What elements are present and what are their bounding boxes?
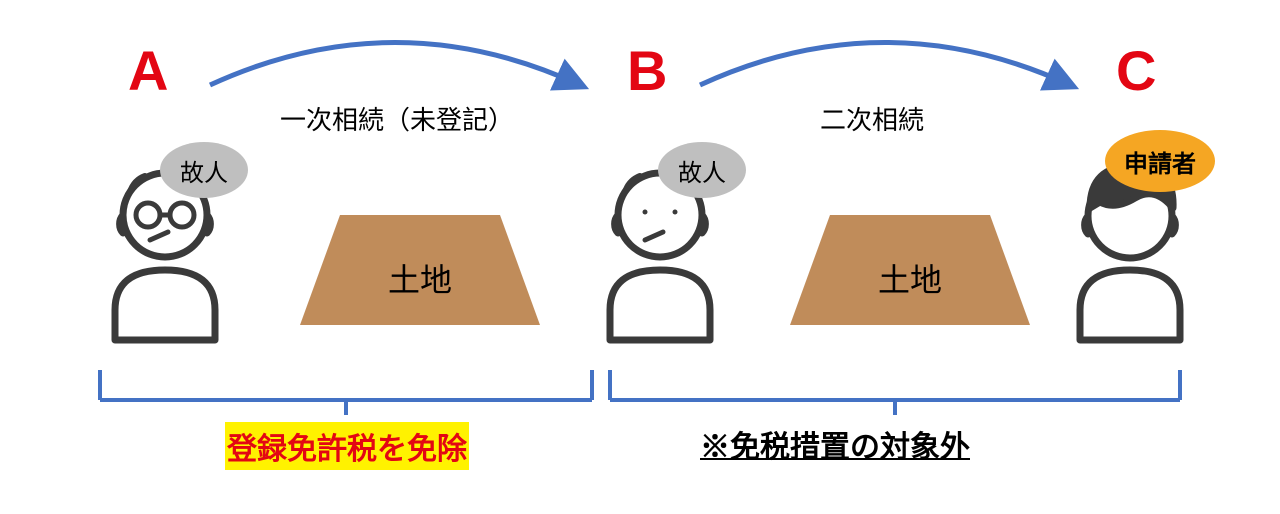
bracket-right — [0, 0, 1280, 514]
bracket-label-right: ※免税措置の対象外 — [700, 422, 970, 466]
bracket-label-left: 登録免許税を免除 — [225, 422, 469, 470]
